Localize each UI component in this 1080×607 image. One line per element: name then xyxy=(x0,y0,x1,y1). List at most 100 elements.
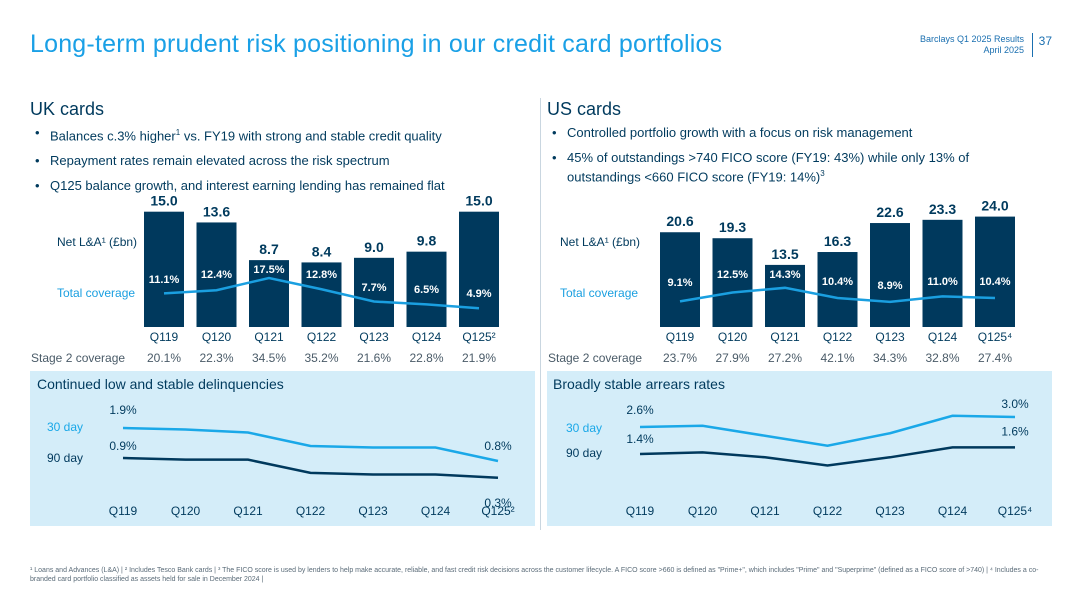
x-tick-label: Q122 xyxy=(813,504,843,518)
x-tick-label: Q120 xyxy=(688,504,718,518)
delinquency-value-label: 2.6% xyxy=(626,403,654,417)
stage2-value: 22.8% xyxy=(409,351,443,365)
stage2-value: 27.4% xyxy=(978,351,1012,365)
delinquency-value-label: 0.9% xyxy=(109,439,137,453)
x-tick-label: Q125⁴ xyxy=(978,330,1013,344)
uk-bullet: Repayment rates remain elevated across t… xyxy=(30,152,535,169)
stage2-coverage-label: Stage 2 coverage xyxy=(31,351,125,365)
stage2-value: 20.1% xyxy=(147,351,181,365)
balance-value-label: 9.8 xyxy=(417,233,437,249)
balance-value-label: 15.0 xyxy=(150,193,177,209)
balance-value-label: 23.3 xyxy=(929,201,956,217)
legend-30-day: 30 day xyxy=(566,421,602,435)
x-tick-label: Q119 xyxy=(626,504,655,518)
stage2-coverage-label: Stage 2 coverage xyxy=(548,351,642,365)
balance-bar xyxy=(870,223,910,327)
coverage-value-label: 12.5% xyxy=(717,269,748,281)
x-tick-label: Q123 xyxy=(358,504,388,518)
us-bullet: Controlled portfolio growth with a focus… xyxy=(547,124,1057,141)
x-tick-label: Q125⁴ xyxy=(998,504,1033,518)
footnotes: ¹ Loans and Advances (L&A) | ² Includes … xyxy=(30,567,1039,583)
coverage-value-label: 8.9% xyxy=(877,280,902,292)
balance-bar xyxy=(712,238,753,327)
delinquency-value-label: 0.3% xyxy=(484,496,512,510)
x-tick-label: Q120 xyxy=(202,330,232,344)
stage2-value: 27.9% xyxy=(715,351,749,365)
x-tick-label: Q124 xyxy=(421,504,451,518)
balance-bar xyxy=(817,252,858,327)
x-tick-label: Q119 xyxy=(666,330,695,344)
balance-value-label: 13.5 xyxy=(771,246,798,262)
balance-bar xyxy=(144,211,184,327)
delinquency-value-label: 1.9% xyxy=(109,403,137,417)
x-tick-label: Q120 xyxy=(171,504,201,518)
balance-value-label: 8.4 xyxy=(312,243,332,259)
uk-bullets: Balances c.3% higher1 vs. FY19 with stro… xyxy=(30,124,535,202)
coverage-value-label: 10.4% xyxy=(979,276,1010,288)
stage2-value: 34.5% xyxy=(252,351,286,365)
date-line: April 2025 xyxy=(983,45,1024,55)
total-coverage-label: Total coverage xyxy=(57,286,135,300)
legend-90-day: 90 day xyxy=(566,446,602,460)
coverage-value-label: 6.5% xyxy=(414,284,439,296)
x-tick-label: Q119 xyxy=(109,504,138,518)
delinquency-value-label: 3.0% xyxy=(1001,397,1029,411)
us-arrears-title: Broadly stable arrears rates xyxy=(553,376,725,392)
x-tick-label: Q121 xyxy=(750,504,780,518)
x-tick-label: Q125² xyxy=(481,504,514,518)
delinquency-value-label: 1.6% xyxy=(1001,424,1029,438)
stage2-value: 21.9% xyxy=(462,351,496,365)
net-la-label: Net L&A¹ (£bn) xyxy=(57,235,137,249)
delinquency-value-label: 1.4% xyxy=(626,432,654,446)
coverage-line xyxy=(163,276,480,310)
x-tick-label: Q122 xyxy=(307,330,337,344)
stage2-value: 22.3% xyxy=(199,351,233,365)
line-30-day xyxy=(639,414,1016,448)
legend-30-day: 30 day xyxy=(47,420,83,434)
balance-value-label: 8.7 xyxy=(259,241,279,257)
us-bullets: Controlled portfolio growth with a focus… xyxy=(547,124,1057,193)
stage2-value: 21.6% xyxy=(357,351,391,365)
balance-bar xyxy=(406,251,447,327)
uk-section-title: UK cards xyxy=(30,99,105,119)
balance-bar xyxy=(249,260,289,327)
stage2-value: 23.7% xyxy=(663,351,697,365)
line-90-day xyxy=(639,446,1015,467)
us-section-title: US cards xyxy=(547,99,622,119)
header-divider xyxy=(1032,33,1033,57)
balance-value-label: 13.6 xyxy=(203,203,230,219)
x-tick-label: Q121 xyxy=(254,330,284,344)
legend-90-day: 90 day xyxy=(47,451,83,465)
x-tick-label: Q124 xyxy=(928,330,958,344)
coverage-value-label: 17.5% xyxy=(253,264,284,276)
balance-value-label: 22.6 xyxy=(876,204,903,220)
coverage-value-label: 12.4% xyxy=(201,269,232,281)
x-tick-label: Q121 xyxy=(233,504,263,518)
net-la-label: Net L&A¹ (£bn) xyxy=(560,235,640,249)
report-meta: Barclays Q1 2025 Results April 2025 xyxy=(920,34,1024,56)
stage2-value: 32.8% xyxy=(925,351,959,365)
balance-value-label: 19.3 xyxy=(719,219,746,235)
x-tick-label: Q122 xyxy=(823,330,853,344)
coverage-value-label: 4.9% xyxy=(466,288,491,300)
uk-bullet: Balances c.3% higher1 vs. FY19 with stro… xyxy=(30,124,535,144)
balance-value-label: 9.0 xyxy=(364,239,384,255)
us-bullet: 45% of outstandings >740 FICO score (FY1… xyxy=(547,149,1057,166)
page-number: 37 xyxy=(1038,34,1052,48)
balance-value-label: 20.6 xyxy=(666,213,693,229)
balance-bar xyxy=(922,219,963,327)
stage2-value: 35.2% xyxy=(304,351,338,365)
balance-value-label: 15.0 xyxy=(465,193,492,209)
balance-bar xyxy=(354,257,394,327)
coverage-value-label: 10.4% xyxy=(822,276,853,288)
balance-bar xyxy=(765,264,805,327)
x-tick-label: Q122 xyxy=(296,504,326,518)
coverage-value-label: 14.3% xyxy=(769,269,800,281)
x-tick-label: Q123 xyxy=(875,504,905,518)
balance-bar xyxy=(660,232,700,327)
x-tick-label: Q123 xyxy=(875,330,905,344)
balance-value-label: 16.3 xyxy=(824,233,851,249)
balance-bar xyxy=(196,222,237,327)
page-title: Long-term prudent risk positioning in ou… xyxy=(30,30,723,58)
coverage-value-label: 11.0% xyxy=(927,276,958,288)
